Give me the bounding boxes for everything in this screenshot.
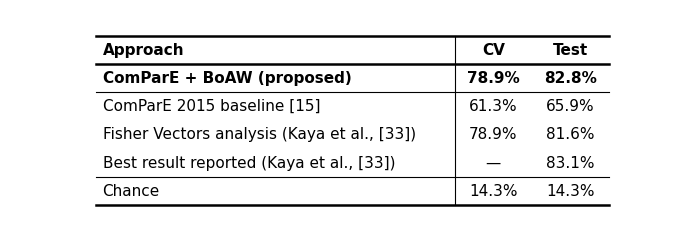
Text: Fisher Vectors analysis (Kaya et al., [33]): Fisher Vectors analysis (Kaya et al., [3… xyxy=(103,127,416,142)
Text: 81.6%: 81.6% xyxy=(546,127,595,142)
Text: CV: CV xyxy=(482,43,505,58)
Text: 83.1%: 83.1% xyxy=(546,156,595,170)
Text: 14.3%: 14.3% xyxy=(546,184,595,199)
Text: 78.9%: 78.9% xyxy=(467,71,520,86)
Text: 82.8%: 82.8% xyxy=(544,71,597,86)
Text: 65.9%: 65.9% xyxy=(546,99,595,114)
Text: ComParE + BoAW (proposed): ComParE + BoAW (proposed) xyxy=(103,71,351,86)
Text: Test: Test xyxy=(553,43,588,58)
Text: Chance: Chance xyxy=(103,184,160,199)
Text: Approach: Approach xyxy=(103,43,184,58)
Text: 61.3%: 61.3% xyxy=(469,99,518,114)
Text: Best result reported (Kaya et al., [33]): Best result reported (Kaya et al., [33]) xyxy=(103,156,395,170)
Text: 78.9%: 78.9% xyxy=(469,127,518,142)
Text: ComParE 2015 baseline [15]: ComParE 2015 baseline [15] xyxy=(103,99,320,114)
Text: 14.3%: 14.3% xyxy=(469,184,518,199)
Text: —: — xyxy=(486,156,501,170)
